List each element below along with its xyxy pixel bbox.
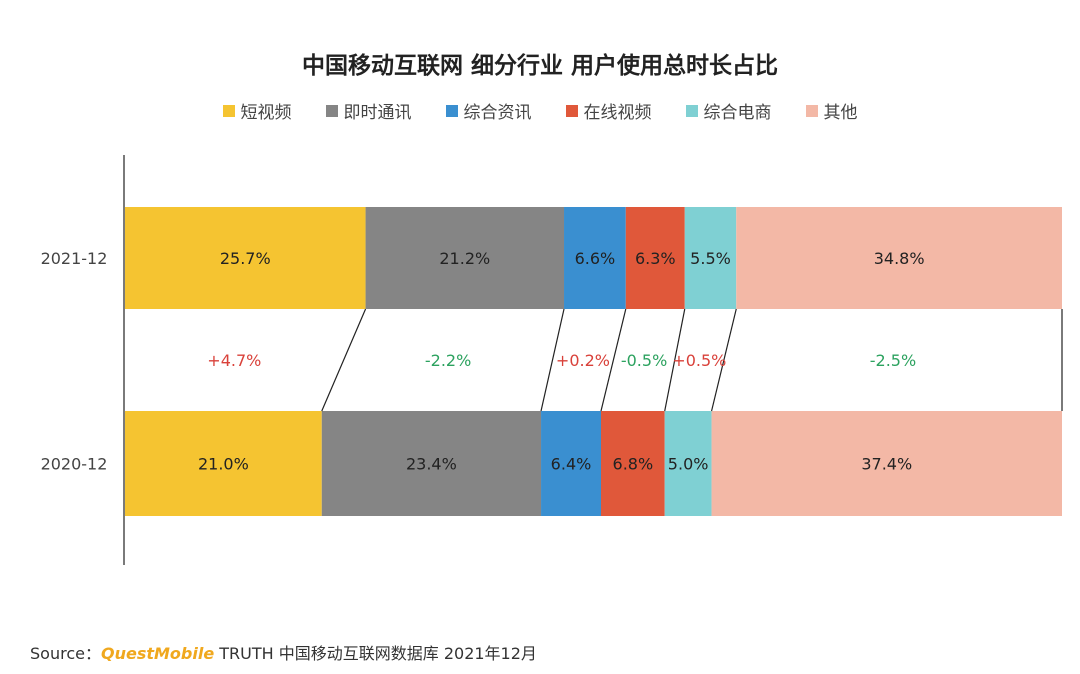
data-label: 6.3% (635, 249, 676, 268)
legend-label: 即时通讯 (343, 103, 412, 123)
legend-item: 综合电商 (685, 98, 772, 123)
y-tick-label: 2020-12 (41, 455, 108, 474)
legend-item: 其他 (805, 98, 858, 123)
legend-item: 综合资讯 (445, 98, 532, 123)
source-prefix: Source： (30, 644, 101, 663)
data-label: 5.5% (690, 249, 731, 268)
bar-segment (125, 411, 322, 516)
change-label: -2.5% (870, 351, 916, 370)
bar-segment (664, 411, 712, 516)
legend-swatch (325, 104, 338, 117)
source-note: Source：QuestMobile TRUTH 中国移动互联网数据库 2021… (30, 640, 537, 664)
legend: 短视频 即时通讯 综合资讯 在线视频 综合电商 其他 (0, 98, 1080, 123)
change-label: +4.7% (207, 351, 261, 370)
connector-line (664, 308, 686, 412)
connector-line (600, 308, 627, 412)
legend-item: 即时通讯 (325, 98, 412, 123)
data-label: 25.7% (220, 249, 271, 268)
change-label: -2.2% (425, 351, 471, 370)
legend-label: 综合资讯 (463, 103, 532, 123)
data-label: 21.0% (198, 455, 249, 474)
bar-segment (684, 207, 737, 309)
chart-title: 中国移动互联网 细分行业 用户使用总时长占比 (301, 53, 778, 79)
connector-line (710, 308, 737, 412)
bar-segment (125, 207, 366, 309)
bar-segment (321, 411, 542, 516)
legend-label: 综合电商 (703, 103, 772, 123)
change-label: +0.2% (556, 351, 610, 370)
legend-swatch (805, 104, 818, 117)
data-label: 34.8% (874, 249, 925, 268)
data-label: 5.0% (668, 455, 709, 474)
data-label: 37.4% (861, 455, 912, 474)
legend-label: 在线视频 (583, 103, 652, 123)
bar-segment (711, 411, 1062, 516)
legend-item: 短视频 (222, 98, 292, 123)
data-label: 6.6% (575, 249, 616, 268)
change-label: -0.5% (621, 351, 667, 370)
legend-label: 其他 (823, 103, 858, 123)
data-label: 6.4% (551, 455, 592, 474)
connector-line (540, 308, 565, 412)
y-tick-label: 2021-12 (41, 249, 108, 268)
bar-segment (625, 207, 685, 309)
data-label: 6.8% (613, 455, 654, 474)
legend-swatch (222, 104, 235, 117)
legend-swatch (445, 104, 458, 117)
legend-item: 在线视频 (565, 98, 652, 123)
legend-swatch (685, 104, 698, 117)
source-brand: QuestMobile (100, 644, 215, 663)
bar-segment (541, 411, 601, 516)
connector-line (321, 308, 367, 412)
change-label: +0.5% (672, 351, 726, 370)
bar-segment (365, 207, 565, 309)
data-label: 23.4% (406, 455, 457, 474)
bar-segment (600, 411, 665, 516)
bar-segment (736, 207, 1062, 309)
source-rest: TRUTH 中国移动互联网数据库 2021年12月 (214, 644, 537, 663)
data-label: 21.2% (439, 249, 490, 268)
legend-swatch (565, 104, 578, 117)
legend-label: 短视频 (240, 103, 292, 123)
bar-segment (564, 207, 626, 309)
